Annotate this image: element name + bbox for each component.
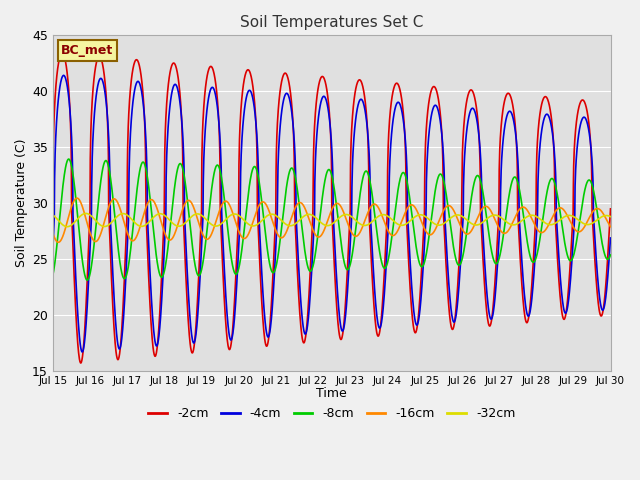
-2cm — [306, 277, 314, 283]
-4cm — [78, 349, 86, 355]
-8cm — [65, 156, 73, 162]
-32cm — [591, 219, 598, 225]
Y-axis label: Soil Temperature (C): Soil Temperature (C) — [15, 139, 28, 267]
-32cm — [607, 214, 614, 219]
-8cm — [607, 252, 614, 258]
-8cm — [83, 277, 91, 283]
-4cm — [591, 236, 598, 241]
-16cm — [78, 203, 86, 208]
X-axis label: Time: Time — [316, 387, 347, 400]
-8cm — [306, 268, 314, 274]
-4cm — [78, 348, 86, 354]
Title: Soil Temperatures Set C: Soil Temperatures Set C — [240, 15, 424, 30]
-32cm — [321, 222, 328, 228]
-16cm — [321, 226, 328, 232]
-32cm — [78, 212, 86, 218]
-16cm — [306, 218, 314, 224]
-32cm — [63, 224, 71, 229]
-2cm — [78, 357, 86, 363]
-2cm — [607, 206, 614, 212]
Legend: -2cm, -4cm, -8cm, -16cm, -32cm: -2cm, -4cm, -8cm, -16cm, -32cm — [143, 402, 520, 425]
-2cm — [58, 50, 66, 56]
-2cm — [591, 253, 598, 259]
-2cm — [489, 310, 497, 316]
-32cm — [489, 213, 497, 218]
Line: -2cm: -2cm — [53, 53, 611, 363]
-4cm — [321, 94, 328, 99]
-32cm — [591, 219, 598, 225]
-4cm — [306, 298, 314, 304]
-16cm — [489, 211, 497, 217]
-16cm — [591, 207, 598, 213]
-32cm — [49, 212, 57, 218]
-8cm — [591, 195, 598, 201]
-8cm — [321, 180, 328, 185]
-16cm — [591, 207, 598, 213]
Line: -8cm: -8cm — [53, 159, 611, 280]
Line: -4cm: -4cm — [53, 75, 611, 352]
-2cm — [49, 206, 57, 212]
-2cm — [591, 258, 598, 264]
-16cm — [49, 230, 57, 236]
-8cm — [49, 272, 57, 278]
-4cm — [60, 72, 67, 78]
-16cm — [54, 240, 62, 245]
-4cm — [607, 235, 614, 241]
-32cm — [82, 211, 90, 216]
-4cm — [489, 313, 497, 319]
-16cm — [607, 224, 614, 229]
-2cm — [321, 77, 328, 83]
Line: -16cm: -16cm — [53, 198, 611, 242]
-2cm — [77, 360, 84, 366]
-4cm — [591, 231, 598, 237]
-4cm — [49, 246, 57, 252]
Line: -32cm: -32cm — [53, 214, 611, 227]
-16cm — [73, 195, 81, 201]
Text: BC_met: BC_met — [61, 44, 113, 57]
-8cm — [591, 193, 598, 199]
-32cm — [306, 212, 314, 217]
-8cm — [78, 252, 86, 258]
-8cm — [489, 253, 497, 259]
